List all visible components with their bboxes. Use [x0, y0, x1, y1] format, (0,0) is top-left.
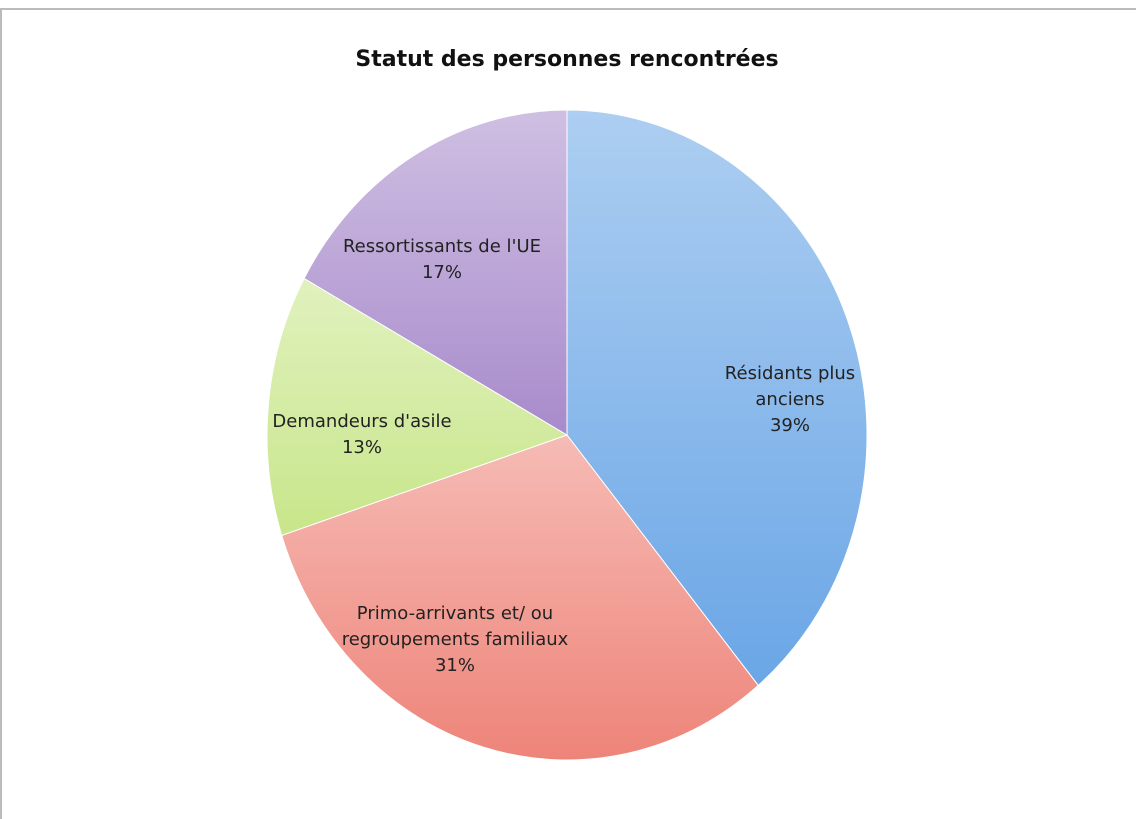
- pie: Résidants plus anciens 39% Primo-arrivants…: [247, 109, 890, 761]
- slice-label-box: Primo-arrivants et/ ou regroupements fam…: [340, 560, 570, 720]
- slice-label: Primo-arrivants et/ ou regroupements fam…: [340, 560, 570, 720]
- frame: [0, 8, 1136, 819]
- slice-label-box: Demandeurs d'asile 13%: [247, 355, 477, 515]
- slice-sheen: [567, 110, 868, 686]
- slice-label-box: Résidants plus anciens 39%: [690, 320, 890, 480]
- percent-label: 39%: [769, 415, 810, 436]
- slice-sheen: [304, 110, 567, 435]
- percent-label: 17%: [421, 262, 462, 283]
- slice-label-box: Ressortissants de l'UE 17%: [332, 180, 552, 340]
- slice-label: Ressortissants de l'UE 17%: [332, 180, 552, 340]
- chart-title: Statut des personnes rencontrées: [355, 47, 778, 72]
- slice-sheen: [267, 278, 567, 536]
- percent-label: 31%: [434, 655, 475, 676]
- category-label: Primo-arrivants et/ ou regroupements fam…: [341, 603, 569, 650]
- category-label: Résidants plus anciens: [724, 363, 856, 410]
- slice-label: Résidants plus anciens 39%: [690, 320, 890, 480]
- percent-label: 13%: [341, 437, 382, 458]
- category-label: Demandeurs d'asile: [272, 411, 452, 432]
- slice-sheen: [281, 435, 759, 760]
- category-label: Ressortissants de l'UE: [342, 236, 542, 257]
- slice-label: Demandeurs d'asile 13%: [247, 355, 477, 515]
